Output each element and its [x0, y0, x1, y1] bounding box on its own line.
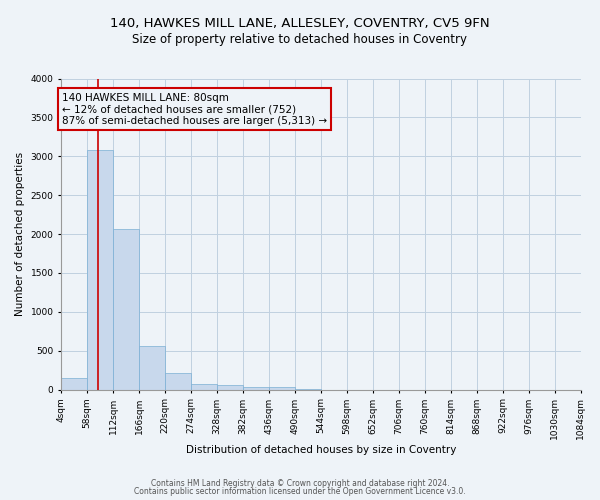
Text: Contains HM Land Registry data © Crown copyright and database right 2024.: Contains HM Land Registry data © Crown c… [151, 478, 449, 488]
Bar [217, 386, 243, 390]
Text: 140 HAWKES MILL LANE: 80sqm
← 12% of detached houses are smaller (752)
87% of se: 140 HAWKES MILL LANE: 80sqm ← 12% of det… [62, 92, 327, 126]
Y-axis label: Number of detached properties: Number of detached properties [15, 152, 25, 316]
Bar [87, 150, 113, 390]
Bar [61, 378, 87, 390]
Text: Size of property relative to detached houses in Coventry: Size of property relative to detached ho… [133, 32, 467, 46]
Bar [139, 346, 165, 390]
X-axis label: Distribution of detached houses by size in Coventry: Distribution of detached houses by size … [185, 445, 456, 455]
Bar [191, 384, 217, 390]
Text: 140, HAWKES MILL LANE, ALLESLEY, COVENTRY, CV5 9FN: 140, HAWKES MILL LANE, ALLESLEY, COVENTR… [110, 18, 490, 30]
Text: Contains public sector information licensed under the Open Government Licence v3: Contains public sector information licen… [134, 487, 466, 496]
Bar [165, 372, 191, 390]
Bar [269, 386, 295, 390]
Bar [113, 230, 139, 390]
Bar [243, 386, 269, 390]
